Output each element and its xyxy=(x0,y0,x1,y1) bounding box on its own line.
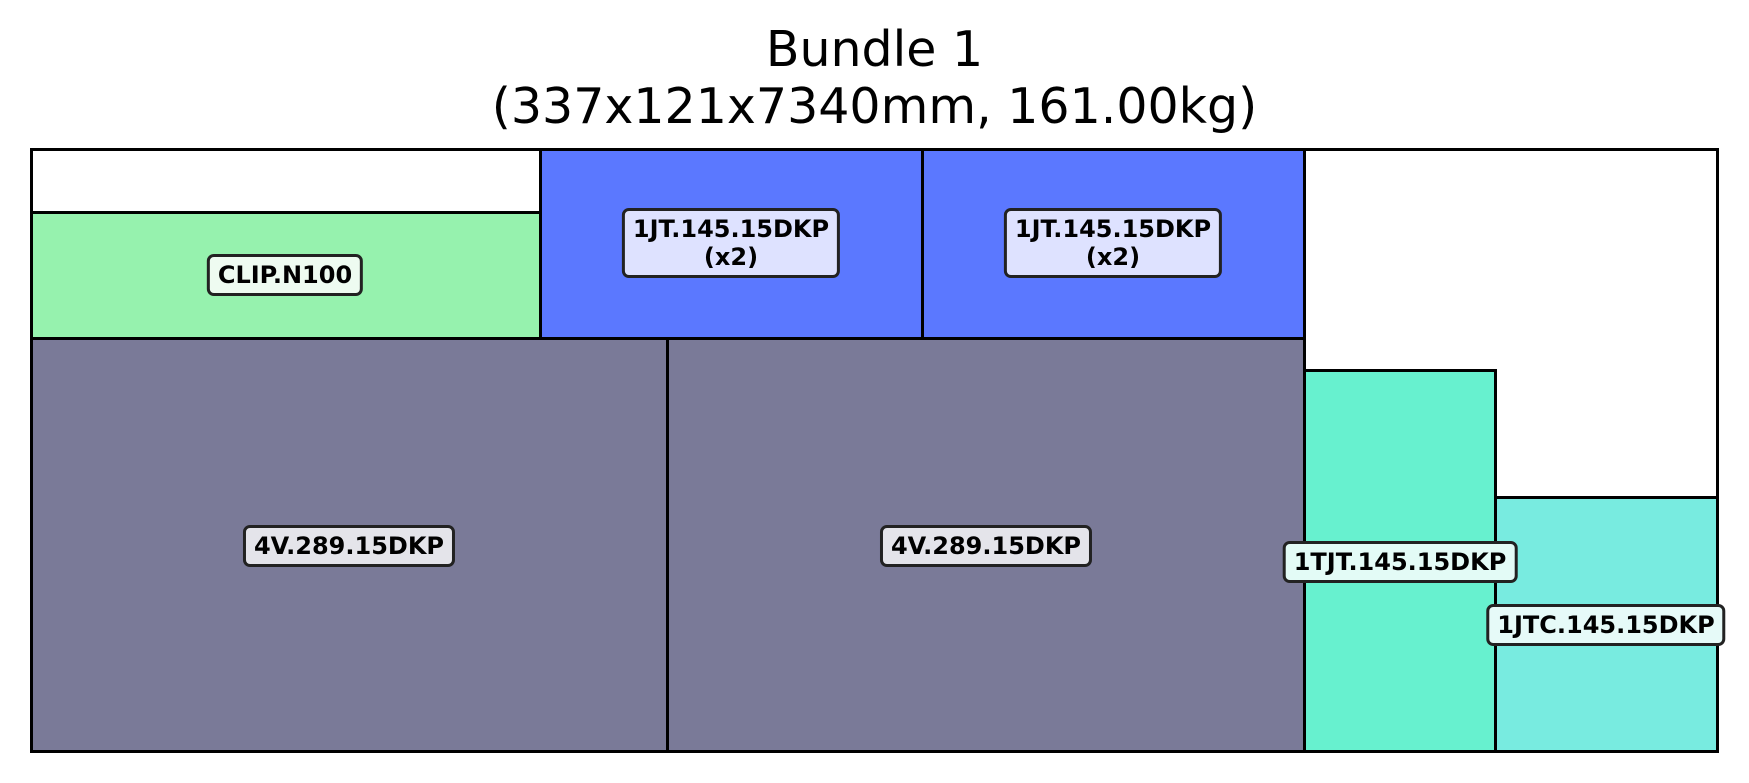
item-name: 4V.289.15DKP xyxy=(253,532,445,560)
item-name: 1JT.145.15DKP xyxy=(1014,215,1212,243)
item-label-1jtc-145: 1JTC.145.15DKP xyxy=(1486,604,1726,646)
item-name: 1JTC.145.15DKP xyxy=(1497,611,1715,639)
item-quantity: (x2) xyxy=(1085,243,1141,271)
item-name: 4V.289.15DKP xyxy=(890,532,1082,560)
item-label-4v-289-b: 4V.289.15DKP xyxy=(879,525,1093,567)
item-label-4v-289-a: 4V.289.15DKP xyxy=(242,525,456,567)
item-label-1tjt-145: 1TJT.145.15DKP xyxy=(1282,541,1518,583)
item-name: 1TJT.145.15DKP xyxy=(1293,548,1507,576)
item-quantity: (x2) xyxy=(703,243,759,271)
item-name: 1JT.145.15DKP xyxy=(632,215,830,243)
item-name: CLIP.N100 xyxy=(217,261,353,289)
item-label-1jt-145-b: 1JT.145.15DKP (x2) xyxy=(1003,208,1223,278)
item-label-clip-n100: CLIP.N100 xyxy=(206,254,364,296)
bundle-dimensions: (337x121x7340mm, 161.00kg) xyxy=(491,78,1258,135)
bundle-title: Bundle 1 xyxy=(765,21,984,78)
item-label-1jt-145-a: 1JT.145.15DKP (x2) xyxy=(621,208,841,278)
